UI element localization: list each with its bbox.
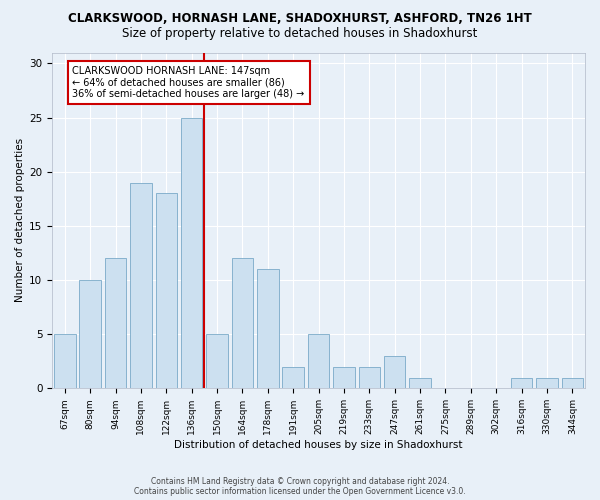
Bar bbox=[308, 334, 329, 388]
Bar bbox=[511, 378, 532, 388]
Text: CLARKSWOOD HORNASH LANE: 147sqm
← 64% of detached houses are smaller (86)
36% of: CLARKSWOOD HORNASH LANE: 147sqm ← 64% of… bbox=[73, 66, 305, 98]
Bar bbox=[409, 378, 431, 388]
Bar bbox=[536, 378, 558, 388]
Bar bbox=[181, 118, 202, 388]
Bar bbox=[79, 280, 101, 388]
Bar bbox=[232, 258, 253, 388]
Bar bbox=[130, 182, 152, 388]
Text: Size of property relative to detached houses in Shadoxhurst: Size of property relative to detached ho… bbox=[122, 28, 478, 40]
Bar bbox=[155, 194, 177, 388]
Text: Contains public sector information licensed under the Open Government Licence v3: Contains public sector information licen… bbox=[134, 487, 466, 496]
Bar bbox=[257, 269, 278, 388]
Bar bbox=[206, 334, 228, 388]
Bar bbox=[283, 366, 304, 388]
Y-axis label: Number of detached properties: Number of detached properties bbox=[15, 138, 25, 302]
Bar bbox=[54, 334, 76, 388]
Bar bbox=[562, 378, 583, 388]
Bar bbox=[384, 356, 406, 388]
Bar bbox=[105, 258, 127, 388]
X-axis label: Distribution of detached houses by size in Shadoxhurst: Distribution of detached houses by size … bbox=[175, 440, 463, 450]
Text: CLARKSWOOD, HORNASH LANE, SHADOXHURST, ASHFORD, TN26 1HT: CLARKSWOOD, HORNASH LANE, SHADOXHURST, A… bbox=[68, 12, 532, 26]
Bar bbox=[333, 366, 355, 388]
Bar bbox=[359, 366, 380, 388]
Text: Contains HM Land Registry data © Crown copyright and database right 2024.: Contains HM Land Registry data © Crown c… bbox=[151, 477, 449, 486]
